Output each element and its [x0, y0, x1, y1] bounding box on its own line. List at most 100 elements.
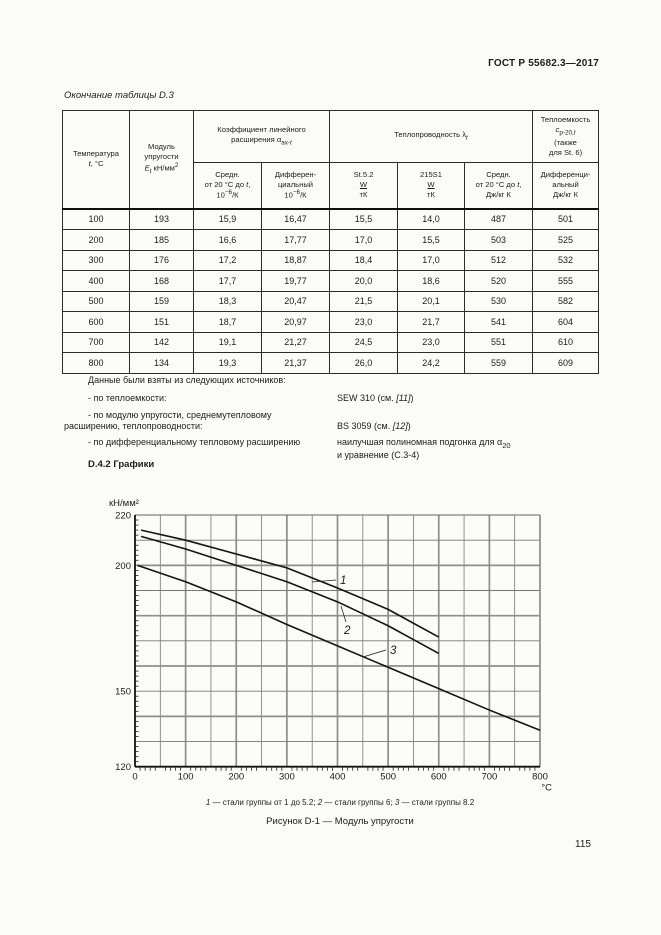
doc-number: ГОСТ Р 55682.3—2017 [488, 58, 599, 69]
header-conductivity-mean: Средн. от 20 °С до t, Дж/кг К [463, 162, 534, 210]
source-item-reference: наилучшая полиномная подгонка для α20 и у… [337, 437, 511, 461]
table-cell: 176 [129, 249, 194, 271]
table-cell: 512 [463, 249, 534, 271]
callout-leader [340, 605, 347, 623]
chart-area: кН/мм² 220 200 150 120 0 100 200 300 400 500 600 700… [100, 493, 570, 805]
y-tick-label: 200 [115, 561, 131, 572]
curve-label-2: 2 [343, 625, 351, 637]
callout-leader [362, 649, 387, 658]
header-modulus: Модуль упругости Et кН/мм2 [129, 110, 194, 210]
table-cell: 19,77 [261, 270, 330, 292]
table-row: 100 193 15,9 16,47 15,5 14,0 487 501 [62, 208, 600, 230]
x-tick-label: 100 [178, 772, 194, 783]
table-cell: 134 [129, 352, 194, 374]
figure-caption: Рисунок D-1 — Модуль упругости [266, 816, 414, 827]
table-cell: 600 [62, 311, 130, 333]
table-row: 200 185 16,6 17,77 17,0 15,5 503 525 [62, 229, 600, 251]
table-cell: 18,87 [261, 249, 330, 271]
x-tick-label: 400 [330, 772, 346, 783]
material-properties-table: Температура t, °С Модуль упругости Et кН/мм… [62, 110, 600, 374]
table-cell: 21,37 [261, 352, 330, 374]
x-tick-label: 600 [431, 772, 447, 783]
table-cell: 21,5 [329, 290, 398, 312]
table-cell: 14,0 [397, 208, 465, 230]
table-cell: 700 [62, 331, 130, 353]
source-item: - по модулю упругости, среднемутепловому… [64, 410, 564, 433]
table-cell: 20,47 [261, 290, 330, 312]
table-row: 300 176 17,2 18,87 18,4 17,0 512 532 [62, 249, 600, 271]
header-expansion-mean: Средн. от 20 °С до t, 10−6/К [193, 162, 262, 210]
table-cell: 610 [532, 331, 600, 353]
x-axis-unit-label: °C [541, 783, 552, 794]
table-cell: 24,5 [329, 331, 398, 353]
table-row: 500 159 18,3 20,47 21,5 20,1 530 582 [62, 290, 600, 312]
header-capacity-diff: Дифференци-альный Дж/кг К [532, 162, 600, 210]
header-conductivity-group: Теплопроводность λt [328, 110, 534, 163]
table-cell: 20,1 [397, 290, 465, 312]
table-cell: 151 [129, 311, 194, 333]
curve-2 [140, 535, 440, 655]
table-cell: 19,3 [193, 352, 262, 374]
table-cell: 400 [62, 270, 130, 292]
source-item-label: - по теплоемкости: [88, 393, 167, 404]
table-cell: 19,1 [193, 331, 262, 353]
curve-label-1: 1 [340, 575, 346, 587]
table-continuation-caption: Окончание таблицы D.3 [64, 90, 174, 101]
table-cell: 159 [129, 290, 194, 312]
table-cell: 532 [532, 249, 600, 271]
table-cell: 525 [532, 229, 600, 251]
table-row: 600 151 18,7 20,97 23,0 21,7 541 604 [62, 311, 600, 333]
header-expansion-diff: Дифферен-циальный 10−6/К [261, 162, 330, 210]
table-cell: 23,0 [397, 331, 465, 353]
table-cell: 142 [129, 331, 194, 353]
table-row: 800 134 19,3 21,37 26,0 24,2 559 609 [62, 352, 600, 374]
table-body: 100 193 15,9 16,47 15,5 14,0 487 501 200 185 16,6 1… [62, 208, 600, 374]
table-cell: 18,6 [397, 270, 465, 292]
table-cell: 15,5 [329, 208, 398, 230]
table-cell: 100 [62, 208, 130, 230]
table-cell: 530 [463, 290, 534, 312]
callout-leader [311, 579, 337, 583]
x-tick-label: 700 [481, 772, 497, 783]
table-cell: 487 [463, 208, 534, 230]
table-cell: 20,97 [261, 311, 330, 333]
sources-rows: - по теплоемкости: SEW 310 (см. [11]) - по… [64, 393, 564, 461]
table-cell: 500 [62, 290, 130, 312]
table-cell: 21,27 [261, 331, 330, 353]
table-cell: 24,2 [397, 352, 465, 374]
chart-legend: 1 — стали группы от 1 до 5.2; 2 — стали … [205, 798, 475, 807]
table-cell: 26,0 [329, 352, 398, 374]
table-cell: 520 [463, 270, 534, 292]
table-cell: 193 [129, 208, 194, 230]
sources-intro: Данные были взяты из следующих источнико… [88, 375, 286, 385]
source-item-label: - по дифференциальному тепловому расшире… [88, 437, 301, 447]
x-tick-label: 800 [532, 772, 548, 783]
page-number: 115 [575, 839, 591, 850]
y-tick-label: 120 [115, 762, 131, 773]
source-item-label: - по модулю упругости, среднемутепловому… [64, 409, 272, 431]
y-tick-label: 150 [115, 687, 131, 698]
curve-3 [137, 564, 541, 731]
source-item-reference: BS 3059 (см. [12]) [337, 420, 411, 431]
table-cell: 17,2 [193, 249, 262, 271]
table-cell: 15,9 [193, 208, 262, 230]
sources-section: Данные были взяты из следующих источнико… [64, 375, 564, 466]
header-expansion-group: Коэффициент линейного расширения αax-t [193, 110, 330, 163]
curve-1 [140, 529, 440, 638]
table-cell: 16,6 [193, 229, 262, 251]
table-cell: 300 [62, 249, 130, 271]
y-tick-label: 220 [115, 511, 131, 522]
table-cell: 17,0 [329, 229, 398, 251]
table-cell: 16,47 [261, 208, 330, 230]
table-cell: 604 [532, 311, 600, 333]
table-cell: 541 [463, 311, 534, 333]
source-item-reference: SEW 310 (см. [11]) [337, 393, 414, 404]
header-temperature: Температура t, °С [62, 110, 130, 210]
table-cell: 200 [62, 229, 130, 251]
table-cell: 555 [532, 270, 600, 292]
y-axis-unit-label: кН/мм² [109, 498, 139, 509]
